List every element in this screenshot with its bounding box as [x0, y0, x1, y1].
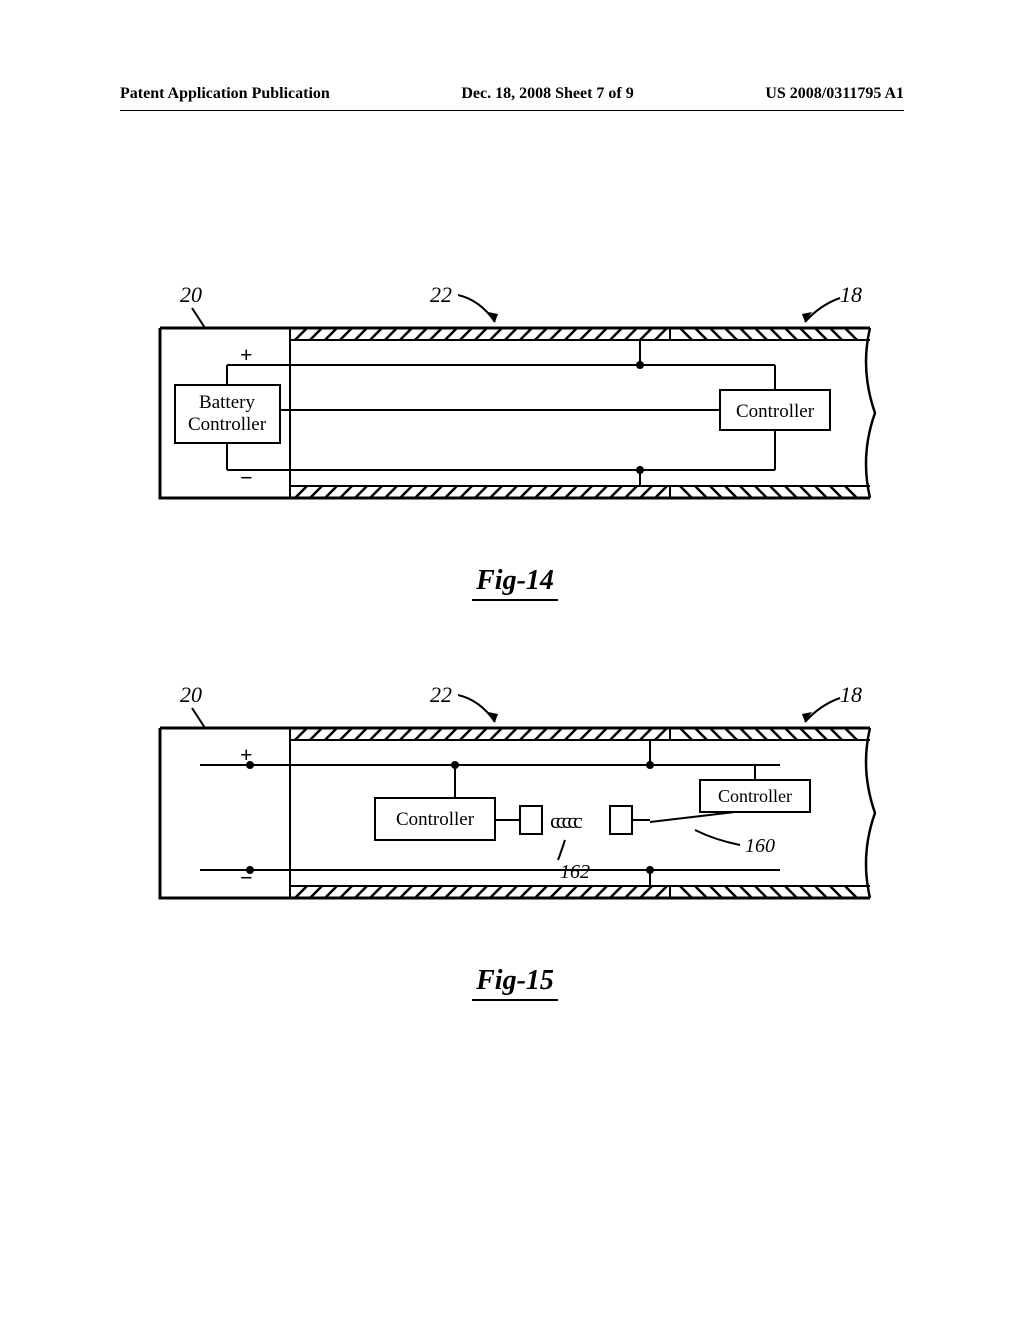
fig14-battery-text2: Controller	[188, 414, 267, 435]
header-right: US 2008/0311795 A1	[765, 85, 904, 103]
fig14-hatch-top	[290, 328, 870, 340]
fig15-label-160: 160	[745, 835, 775, 857]
fig15-caption-wrap: Fig-15	[140, 965, 890, 1001]
fig14-leader-22	[458, 295, 495, 322]
header-rule	[120, 110, 904, 111]
fig15-controller-mid-text: Controller	[396, 809, 475, 830]
fig15-svg: 20 22 18	[140, 680, 890, 940]
figure-15: 20 22 18	[140, 680, 890, 1001]
fig14-break-line	[866, 328, 875, 498]
fig15-label-20: 20	[180, 682, 202, 707]
fig14-caption: Fig-14	[472, 565, 558, 601]
fig15-label-22: 22	[430, 682, 452, 707]
fig14-leader-18	[805, 298, 840, 322]
fig14-plus: +	[240, 342, 253, 367]
page-header: Patent Application Publication Dec. 18, …	[120, 85, 904, 103]
fig14-hatch-bottom	[290, 486, 870, 498]
patent-page: Patent Application Publication Dec. 18, …	[0, 0, 1024, 1320]
fig15-hatch-top	[290, 728, 870, 740]
fig14-svg: 20 22 18	[140, 280, 890, 540]
fig15-label-18: 18	[840, 682, 862, 707]
fig15-caption: Fig-15	[472, 965, 558, 1001]
fig14-caption-wrap: Fig-14	[140, 565, 890, 601]
fig14-label-20: 20	[180, 282, 202, 307]
figure-14: 20 22 18	[140, 280, 890, 601]
fig14-controller-text: Controller	[736, 401, 815, 422]
fig15-label-162: 162	[560, 861, 590, 883]
fig15-controller-top-text: Controller	[718, 786, 792, 806]
fig15-hatch-bottom	[290, 886, 870, 898]
fig14-leader-20	[192, 308, 205, 328]
fig14-label-18: 18	[840, 282, 862, 307]
header-center: Dec. 18, 2008 Sheet 7 of 9	[461, 85, 633, 103]
fig14-label-22: 22	[430, 282, 452, 307]
header-left: Patent Application Publication	[120, 85, 330, 103]
fig14-minus: −	[240, 465, 253, 490]
fig14-battery-text1: Battery	[199, 392, 255, 413]
